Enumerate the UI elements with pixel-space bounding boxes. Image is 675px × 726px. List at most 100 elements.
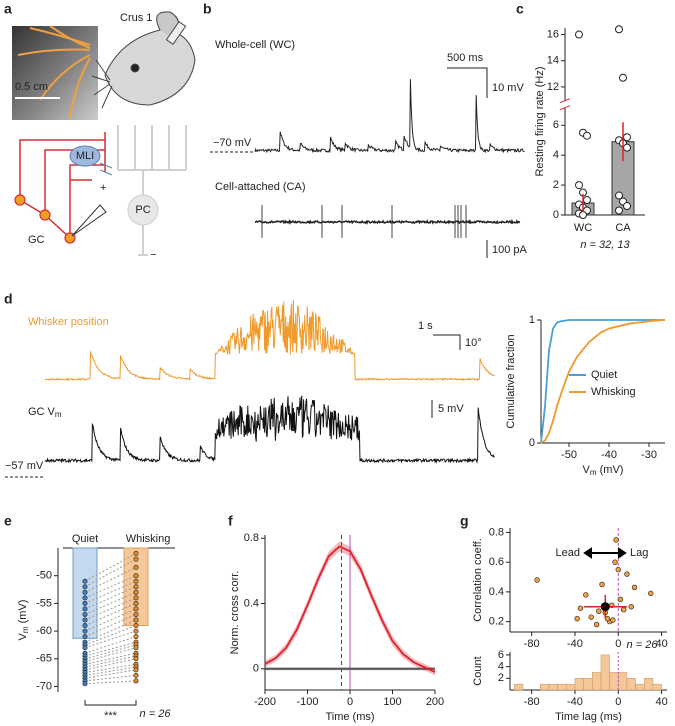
point: [617, 596, 624, 603]
x-tick-label: CA: [615, 222, 631, 234]
line: [264, 545, 436, 673]
point: [133, 564, 139, 570]
x-axis-label: Time (ms): [325, 711, 374, 723]
y-axis-label: Correlation coeff.: [472, 538, 484, 622]
point: [82, 628, 88, 634]
pair-line: [84, 602, 137, 626]
label-sub: m: [21, 626, 30, 633]
pc-soma: [127, 194, 159, 226]
x-tick-label: -80: [524, 638, 540, 650]
y-tick-label: 1: [529, 314, 535, 326]
y-tick-label: -60: [36, 625, 52, 637]
y-axis-label: Vm (mV): [17, 600, 30, 641]
point: [133, 623, 139, 629]
point: [82, 634, 88, 640]
x-tick-label: -80: [524, 696, 540, 708]
histogram-bar: [644, 678, 654, 691]
pair-line: [84, 580, 137, 604]
histogram-bar: [566, 683, 576, 691]
axis-break-mark: [559, 98, 571, 104]
shape: [19, 139, 105, 239]
y-tick-label: 0.4: [489, 586, 504, 598]
whiskers: [17, 25, 91, 119]
shape: [39, 54, 91, 101]
y-tick-label: 4: [553, 149, 559, 161]
label: +: [100, 182, 106, 194]
y-tick-label: 14: [547, 55, 559, 67]
y-tick-label: 16: [547, 28, 559, 40]
point: [133, 672, 139, 678]
pair-line: [84, 608, 137, 632]
point: [82, 600, 88, 606]
label-text: V: [583, 464, 591, 476]
panel-label: c: [516, 1, 524, 17]
annotation: Lag: [630, 547, 648, 559]
line: [540, 319, 665, 444]
pair-line: [84, 630, 137, 649]
trace: [44, 299, 495, 382]
label-text: Time lag (ms): [555, 711, 622, 723]
point: [82, 595, 88, 601]
scale-label: 0.5 cm: [15, 81, 48, 93]
label-text: (mV): [597, 464, 624, 476]
panel-b: Whole-cell (WC) −70 mV 500 ms 10 mV Cell…: [210, 39, 528, 258]
line: [540, 319, 666, 444]
y-tick-label: 0: [553, 209, 559, 221]
x-tick-label: -40: [601, 449, 617, 461]
note: n = 32, 13: [580, 239, 630, 251]
point: [82, 617, 88, 623]
histogram-bar: [635, 683, 645, 691]
trace: [254, 79, 525, 154]
x-tick-label: 40: [655, 638, 667, 650]
shape: [104, 29, 196, 106]
y-axis-label: Resting firing rate (Hz): [534, 66, 546, 176]
scale-label: 100 pA: [492, 244, 528, 256]
y-tick-label: 0.2: [489, 616, 504, 628]
x-tick-label: -30: [641, 449, 657, 461]
label-sub: m: [55, 410, 62, 419]
pair-line: [84, 647, 137, 663]
x-axis-label: Vm (mV): [583, 464, 624, 477]
point: [619, 73, 627, 82]
y-tick-label: 0.4: [244, 597, 259, 609]
label: PC: [135, 204, 150, 216]
point: [628, 604, 634, 610]
histogram-bar: [540, 683, 550, 691]
shape: [165, 20, 187, 46]
axis-break-mark: [559, 105, 571, 111]
histogram-bar: [583, 678, 593, 691]
point: [579, 211, 587, 219]
label: GC: [28, 234, 45, 246]
note: n = 26: [627, 639, 659, 651]
point: [133, 578, 139, 584]
photo: [12, 26, 98, 120]
point: [82, 681, 88, 687]
point: [133, 584, 139, 590]
pair-line: [84, 644, 137, 660]
y-tick-label: -65: [36, 653, 52, 665]
pair-line: [84, 566, 137, 593]
shape: [14, 194, 26, 206]
panel-label: d: [4, 291, 13, 307]
pair-line: [84, 636, 137, 654]
point: [82, 611, 88, 617]
point: [133, 595, 139, 601]
point: [596, 608, 602, 614]
y-tick-label: 6: [553, 119, 559, 131]
label: MLI: [76, 150, 94, 162]
point: [133, 600, 139, 606]
pair-line: [84, 575, 137, 599]
pair-line: [84, 586, 137, 610]
pair-line: [84, 558, 137, 588]
y-tick-label: 0: [529, 437, 535, 449]
x-tick-label: 0: [615, 638, 621, 650]
trace-label: −57 mV: [5, 460, 44, 472]
x-tick-label: 200: [426, 696, 444, 708]
label-sub: m: [590, 468, 597, 477]
y-tick-label: 2: [498, 672, 504, 684]
point: [588, 614, 594, 620]
point: [574, 615, 580, 622]
y-axis-label: Norm. cross corr.: [229, 571, 241, 655]
